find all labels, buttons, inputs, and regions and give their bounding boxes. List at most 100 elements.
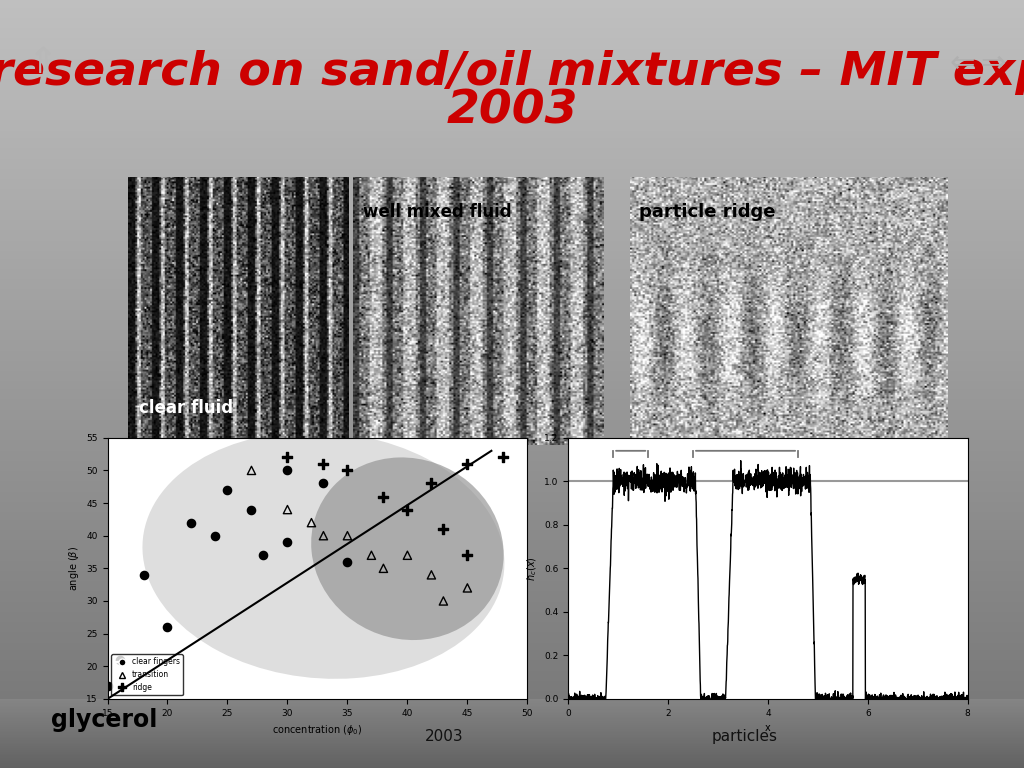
Bar: [0, 622, 1024, 624]
Bar: [0, 650, 1024, 653]
Bar: [0, 84, 1024, 87]
Text: 2003: 2003: [425, 729, 464, 744]
Bar: [0, 46, 1024, 48]
Bar: [0, 438, 1024, 440]
Bar: [0, 94, 1024, 98]
Bar: [0, 478, 1024, 482]
Bar: [0, 710, 1024, 711]
Bar: [0, 745, 1024, 746]
Bar: [0, 762, 1024, 763]
Bar: [0, 742, 1024, 743]
Bar: [0, 719, 1024, 720]
Bar: [0, 102, 1024, 105]
Bar: [0, 676, 1024, 678]
Bar: [0, 353, 1024, 356]
Bar: [0, 386, 1024, 389]
Bar: [0, 313, 1024, 315]
Bar: [0, 703, 1024, 705]
Bar: [0, 402, 1024, 405]
Bar: [0, 528, 1024, 530]
Bar: [0, 184, 1024, 187]
Bar: [0, 87, 1024, 90]
Bar: [0, 748, 1024, 750]
Bar: [0, 759, 1024, 760]
Bar: [0, 594, 1024, 597]
Bar: [0, 243, 1024, 246]
Bar: [0, 730, 1024, 732]
Bar: [0, 574, 1024, 576]
Bar: [0, 655, 1024, 658]
Bar: [0, 505, 1024, 507]
Bar: [0, 670, 1024, 674]
Bar: [0, 448, 1024, 451]
Bar: [0, 397, 1024, 399]
Bar: [0, 722, 1024, 724]
Bar: [0, 113, 1024, 115]
Bar: [0, 720, 1024, 722]
Bar: [0, 658, 1024, 660]
Bar: [0, 755, 1024, 758]
Bar: [0, 5, 1024, 8]
Bar: [0, 146, 1024, 148]
Bar: [0, 463, 1024, 466]
Bar: [0, 734, 1024, 736]
Bar: [0, 705, 1024, 706]
Bar: [0, 44, 1024, 46]
Bar: [0, 230, 1024, 233]
Bar: [0, 2, 1024, 5]
Bar: [0, 637, 1024, 640]
Bar: [0, 64, 1024, 67]
Bar: [0, 727, 1024, 730]
Bar: [0, 702, 1024, 703]
Bar: [0, 728, 1024, 729]
Bar: [0, 530, 1024, 532]
Bar: [0, 310, 1024, 313]
Bar: [0, 548, 1024, 551]
Bar: [0, 51, 1024, 54]
Bar: [0, 384, 1024, 386]
Bar: [0, 701, 1024, 704]
Bar: [0, 356, 1024, 359]
Bar: [0, 333, 1024, 336]
Bar: [0, 420, 1024, 422]
Bar: [0, 747, 1024, 748]
Bar: [0, 761, 1024, 762]
Bar: [0, 256, 1024, 259]
Bar: [0, 678, 1024, 681]
Bar: [0, 700, 1024, 701]
Bar: [0, 727, 1024, 728]
Bar: [0, 148, 1024, 151]
Bar: [0, 494, 1024, 497]
Bar: [0, 763, 1024, 766]
Bar: [0, 330, 1024, 333]
Bar: [0, 90, 1024, 92]
Bar: [0, 714, 1024, 715]
Bar: [0, 697, 1024, 699]
Bar: [0, 601, 1024, 604]
Bar: [0, 492, 1024, 494]
Bar: [0, 123, 1024, 125]
Bar: [0, 699, 1024, 701]
Bar: [0, 131, 1024, 133]
Bar: [0, 736, 1024, 737]
Bar: [0, 740, 1024, 743]
Bar: [0, 566, 1024, 568]
Bar: [0, 164, 1024, 167]
Bar: [0, 67, 1024, 69]
Bar: [0, 379, 1024, 382]
Bar: [0, 363, 1024, 366]
Bar: [0, 346, 1024, 348]
Text: Basic research on sand/oil mixtures – MIT exp from: Basic research on sand/oil mixtures – MI…: [0, 51, 1024, 95]
Bar: [0, 684, 1024, 686]
Bar: [0, 177, 1024, 179]
Bar: [0, 499, 1024, 502]
Bar: [0, 720, 1024, 722]
Bar: [0, 82, 1024, 84]
Bar: [0, 681, 1024, 684]
Bar: [0, 205, 1024, 207]
Bar: [0, 276, 1024, 279]
Bar: [0, 417, 1024, 420]
Bar: [0, 13, 1024, 15]
Bar: [0, 468, 1024, 471]
Bar: [0, 484, 1024, 486]
